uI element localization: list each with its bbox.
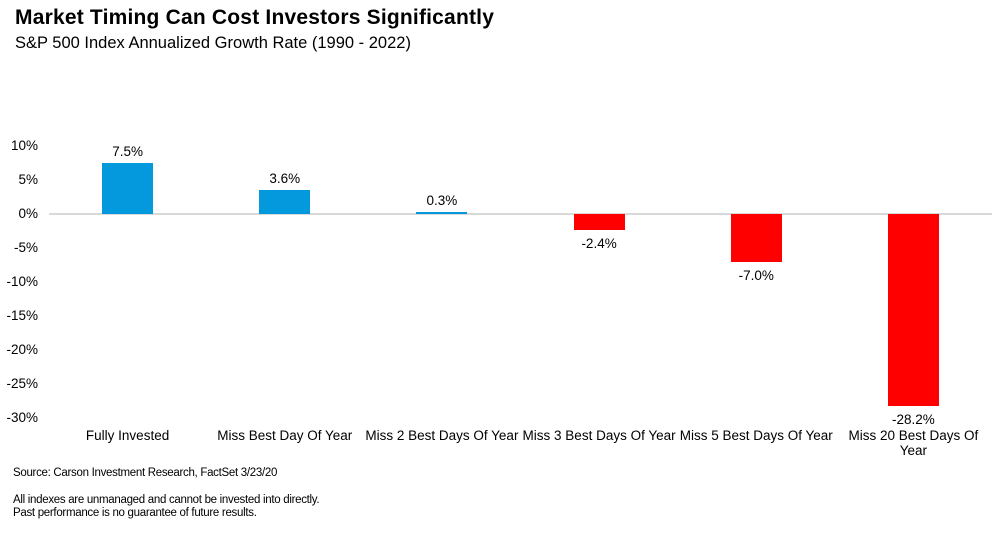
bar-value-label: 3.6%	[269, 170, 301, 186]
bar	[102, 163, 154, 214]
zero-axis-line	[49, 213, 992, 215]
source-note: Source: Carson Investment Research, Fact…	[13, 467, 278, 479]
y-axis-tick: -5%	[13, 240, 38, 255]
disclaimer-line-2: Past performance is no guarantee of futu…	[13, 507, 257, 519]
category-label: Miss 2 Best Days Of Year	[365, 428, 519, 443]
bar-value-label: 0.3%	[426, 192, 458, 208]
y-axis-tick: -25%	[6, 376, 38, 391]
bar-value-label: -28.2%	[892, 411, 935, 427]
bar	[259, 189, 311, 214]
bar-value-label: -2.4%	[581, 236, 617, 252]
y-axis-tick: 5%	[18, 172, 38, 187]
chart-subtitle: S&P 500 Index Annualized Growth Rate (19…	[15, 34, 411, 52]
bar-value-label: -7.0%	[738, 267, 774, 283]
bar	[416, 211, 468, 214]
chart-title: Market Timing Can Cost Investors Signifi…	[15, 6, 495, 29]
category-label: Fully Invested	[85, 428, 170, 443]
category-label: Miss 5 Best Days Of Year	[679, 428, 833, 443]
y-axis-tick: 10%	[10, 138, 38, 153]
bar	[730, 214, 782, 262]
y-axis-tick: 0%	[18, 206, 38, 221]
bar	[887, 214, 939, 406]
category-label: Miss Best Day Of Year	[217, 428, 353, 443]
category-label: Miss 3 Best Days Of Year	[522, 428, 676, 443]
bar-value-label: 7.5%	[112, 144, 143, 159]
disclaimer-line-1: All indexes are unmanaged and cannot be …	[13, 494, 320, 506]
y-axis-tick: -10%	[6, 274, 38, 289]
y-axis-tick: -15%	[6, 308, 38, 323]
bar	[573, 214, 625, 231]
y-axis-tick: -20%	[6, 342, 38, 357]
y-axis-tick: -30%	[6, 410, 38, 425]
category-label: Miss 20 Best Days Of Year	[848, 428, 979, 458]
